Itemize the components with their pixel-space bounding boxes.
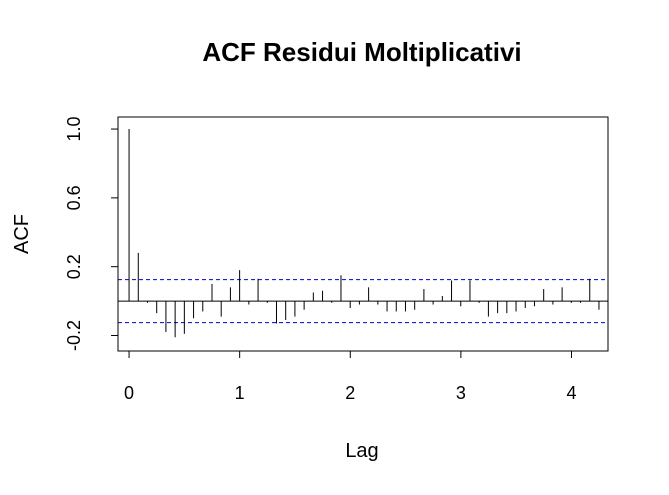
x-tick-label: 0 (124, 383, 134, 403)
y-tick-label: 0.2 (64, 254, 84, 279)
chart-title: ACF Residui Moltiplicativi (202, 37, 521, 67)
confidence-bounds (118, 279, 608, 324)
y-tick-label: 1.0 (64, 117, 84, 142)
y-axis-label: ACF (11, 214, 33, 254)
y-tick-label: 0.6 (64, 185, 84, 210)
plot-frame (117, 116, 609, 352)
acf-bars (118, 129, 608, 338)
x-tick-label: 2 (345, 383, 355, 403)
x-tick-label: 1 (235, 383, 245, 403)
y-axis: -0.2 0.2 0.6 1.0 (64, 117, 119, 351)
x-axis-label: Lag (345, 440, 378, 462)
x-tick-label: 3 (456, 383, 466, 403)
x-axis: 0 1 2 3 4 (124, 350, 577, 403)
y-tick-label: -0.2 (64, 320, 84, 351)
x-tick-label: 4 (566, 383, 576, 403)
